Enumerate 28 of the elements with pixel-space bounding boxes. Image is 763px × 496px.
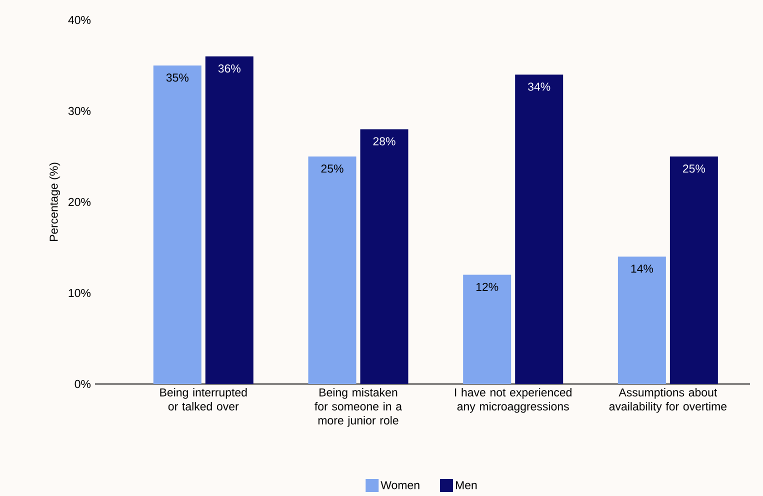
data-label: 25% [683,164,706,173]
bar [308,156,356,384]
data-label: 12% [476,282,498,291]
x-tick-label: Assumptions about availability for overtime [609,388,727,413]
legend-label: Men [456,481,477,490]
y-tick-label: 40% [68,16,91,24]
y-tick-label: 20% [68,198,91,206]
bar [670,156,718,384]
data-label: 25% [321,164,344,173]
y-tick-label: 10% [68,288,91,298]
bar [205,56,254,384]
data-label: 28% [373,137,396,146]
bar [463,274,512,384]
data-label: 34% [528,82,550,91]
legend-label: Women [380,481,420,490]
bar [515,74,564,384]
x-tick-label: I have not experienced any microaggressions [455,388,572,413]
x-tick-label: Being interrupted or talked over [160,388,247,410]
data-label: 14% [631,264,654,273]
bar [618,256,666,384]
y-tick-label: 0% [74,380,91,388]
bar [360,129,408,384]
y-tick-label: 30% [68,106,91,116]
x-tick-label: Being mistaken for someone in a more junior role [314,388,402,427]
bar [153,65,202,384]
data-label: 36% [218,64,240,73]
y-axis-title: Percentage (%) [49,162,60,242]
data-label: 35% [166,74,188,82]
